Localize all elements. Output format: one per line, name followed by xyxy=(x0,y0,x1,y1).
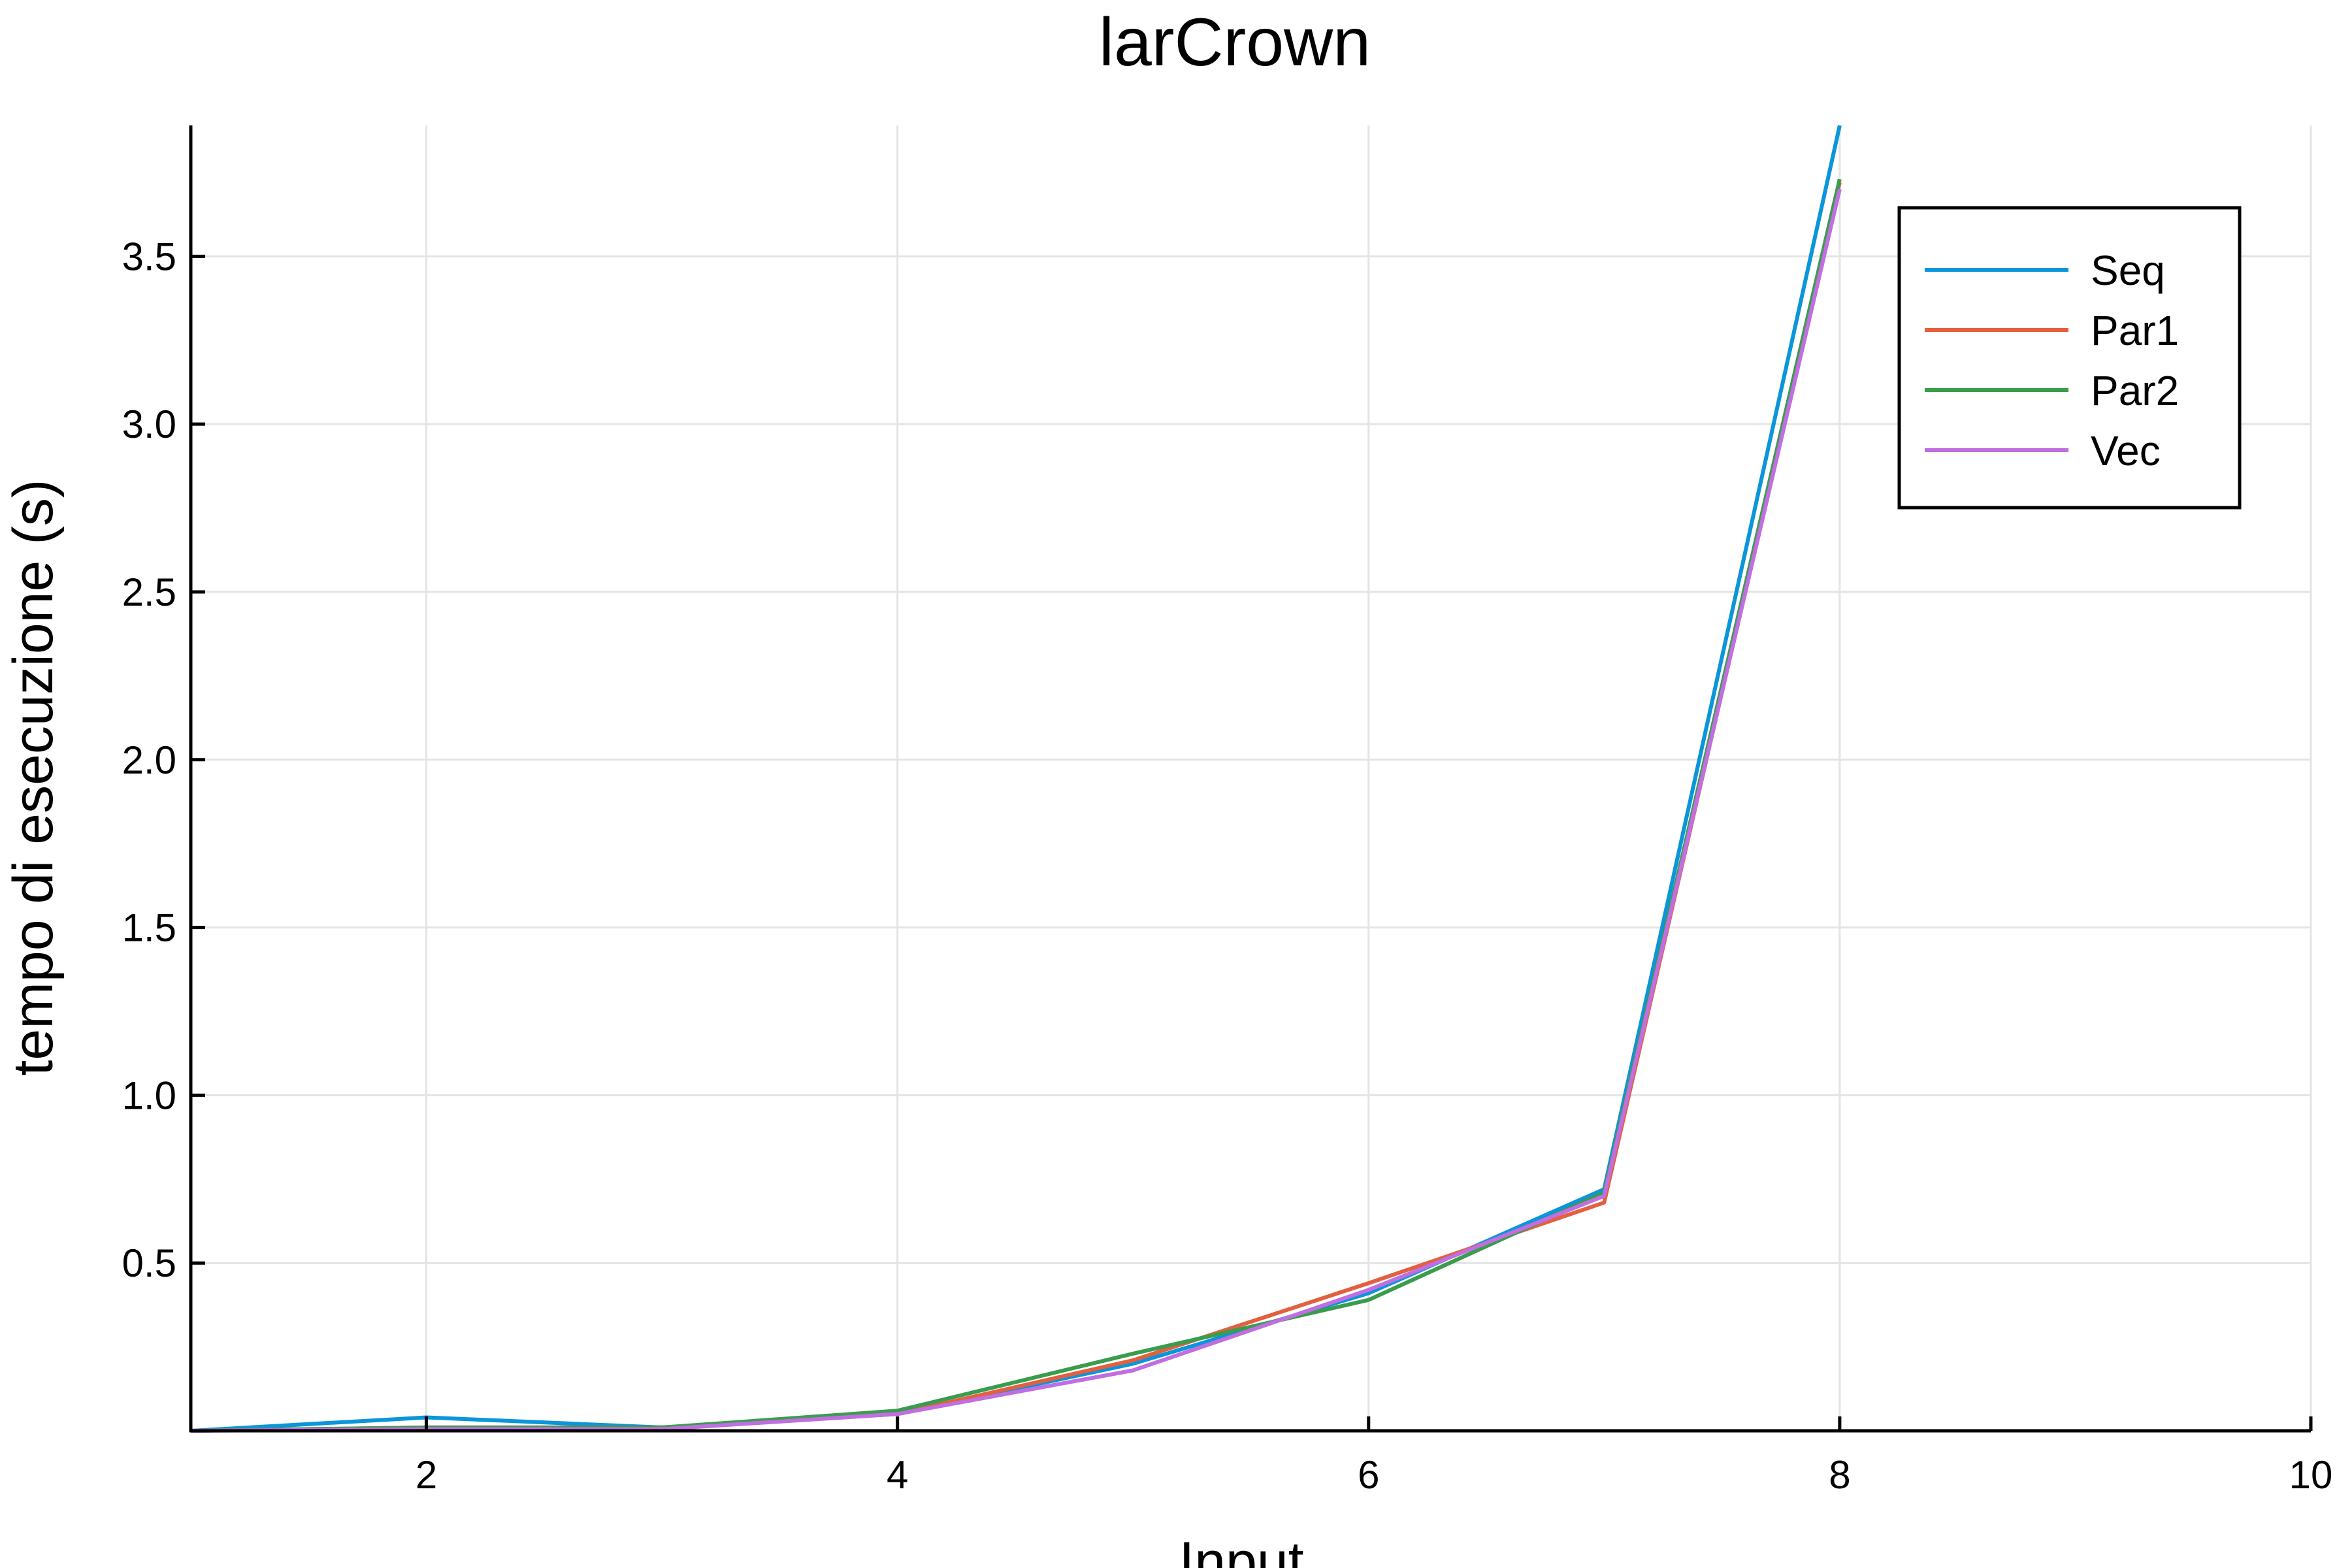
x-tick-label: 4 xyxy=(887,1453,908,1497)
x-tick-label: 2 xyxy=(416,1453,437,1497)
ticks: 2 4 6 8 10 0.5 1.0 1.5 2.0 2.5 3.0 3.5 xyxy=(122,235,2333,1497)
series-lines xyxy=(190,125,1842,1433)
x-tick-label: 10 xyxy=(2289,1453,2333,1497)
x-axis-label: Input xyxy=(1179,1531,1303,1568)
x-tick-label: 8 xyxy=(1829,1453,1850,1497)
axes xyxy=(189,125,2311,1433)
chart-title: larCrown xyxy=(1099,5,1371,80)
y-tick-label: 3.5 xyxy=(122,235,176,278)
legend-label-vec: Vec xyxy=(2091,427,2161,474)
y-tick-label: 2.0 xyxy=(122,738,176,782)
legend-label-seq: Seq xyxy=(2091,247,2165,294)
y-tick-label: 0.5 xyxy=(122,1241,176,1285)
y-tick-label: 3.0 xyxy=(122,402,176,446)
y-tick-label: 2.5 xyxy=(122,570,176,614)
series-line-vec xyxy=(190,188,1842,1433)
legend-box xyxy=(1897,206,2242,510)
legend-label-par2: Par2 xyxy=(2091,367,2179,414)
x-tick-label: 6 xyxy=(1358,1453,1379,1497)
legend-label-par1: Par1 xyxy=(2091,307,2179,354)
legend: Seq Par1 Par2 Vec xyxy=(1897,206,2242,510)
y-axis-label: tempo di esecuzione (s) xyxy=(2,480,65,1076)
y-tick-label: 1.0 xyxy=(122,1073,176,1117)
y-tick-label: 1.5 xyxy=(122,906,176,950)
